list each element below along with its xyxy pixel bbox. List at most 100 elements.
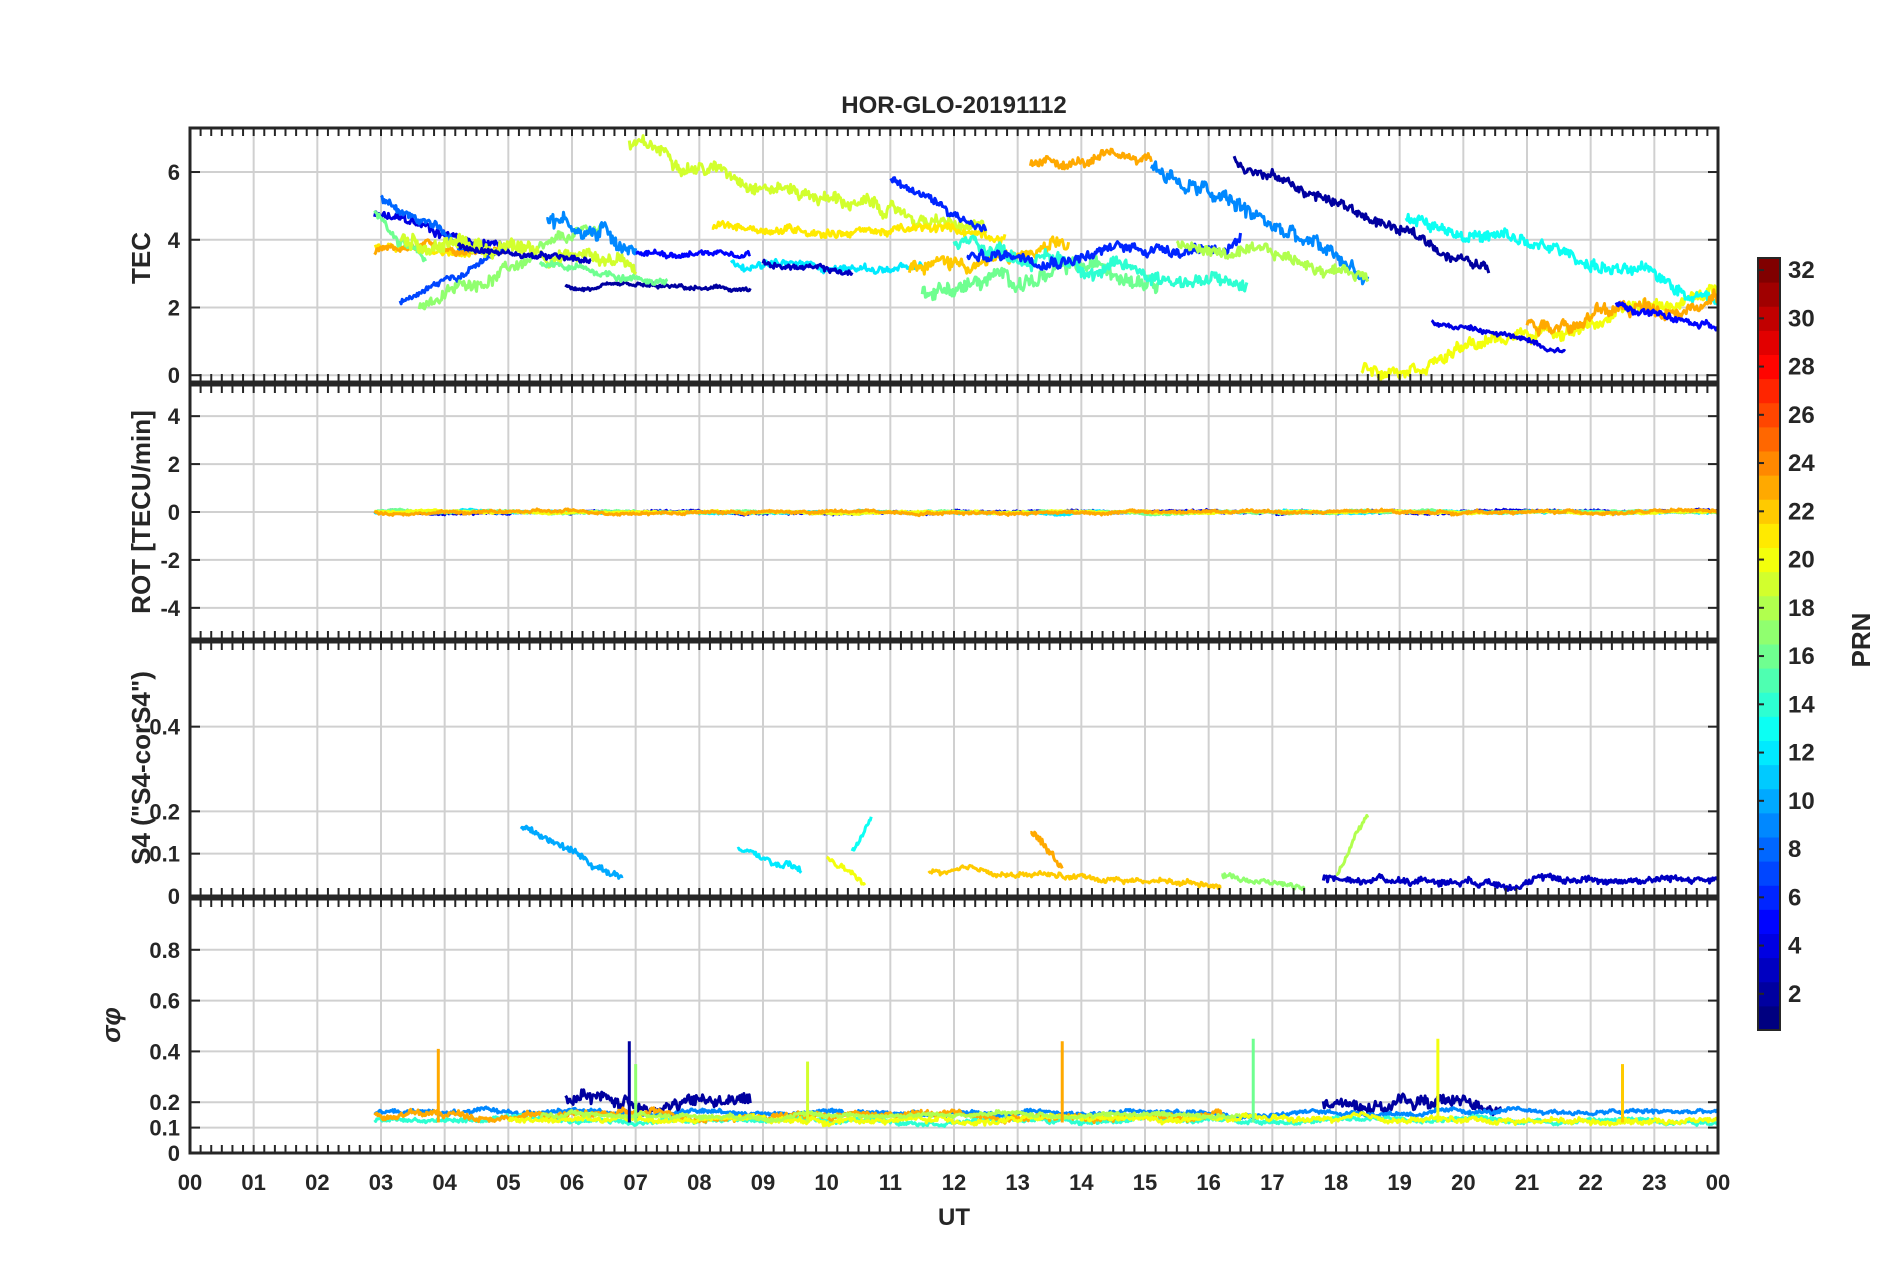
panel-frame — [188, 383, 1720, 641]
y-tick-label: 0.4 — [149, 1039, 180, 1064]
colorbar-tick-label: 4 — [1788, 933, 1802, 960]
colorbar-segment — [1758, 402, 1780, 428]
prn-track — [373, 1105, 1718, 1120]
colorbar-tick-label: 6 — [1788, 884, 1801, 911]
x-tick-label: 10 — [814, 1170, 838, 1195]
ylabel-s4: S4 ("S4-corS4") — [126, 671, 156, 865]
x-tick-label: 08 — [687, 1170, 711, 1195]
prn-track — [1335, 813, 1370, 876]
colorbar-label: PRN — [1846, 613, 1876, 668]
prn-track — [538, 260, 669, 286]
colorbar-tick-label: 20 — [1788, 547, 1815, 574]
x-tick-label: 17 — [1260, 1170, 1284, 1195]
panel-frame — [188, 897, 1720, 1155]
colorbar-segment — [1758, 909, 1780, 934]
x-tick-label: 18 — [1324, 1170, 1348, 1195]
x-tick-label: 02 — [305, 1170, 329, 1195]
colorbar-segment — [1758, 282, 1780, 307]
colorbar-segment — [1758, 933, 1780, 959]
panel-data — [373, 1038, 1718, 1128]
x-tick-label: 09 — [751, 1170, 775, 1195]
x-tick-label: 06 — [560, 1170, 584, 1195]
colorbar-segment — [1758, 885, 1780, 910]
colorbar-tick-label: 32 — [1788, 257, 1815, 284]
y-tick-label: 0 — [168, 884, 180, 909]
colorbar-segment — [1758, 644, 1780, 669]
colorbar-segment — [1758, 692, 1780, 717]
x-tick-label: 04 — [432, 1170, 457, 1195]
prn-track — [889, 176, 988, 233]
colorbar-segment — [1758, 330, 1780, 355]
colorbar-segment — [1758, 475, 1780, 500]
colorbar-segment — [1758, 837, 1780, 862]
x-tick-label: 14 — [1069, 1170, 1094, 1195]
colorbar-segment — [1758, 499, 1780, 524]
prn-track — [1149, 160, 1370, 286]
prn-track — [1614, 301, 1718, 332]
prn-track — [1430, 319, 1567, 354]
colorbar-tick-label: 28 — [1788, 354, 1815, 381]
x-tick-label: 16 — [1196, 1170, 1220, 1195]
prn-track — [373, 507, 1718, 518]
y-tick-label: 0 — [168, 1141, 180, 1166]
colorbar-segment — [1758, 788, 1780, 814]
prn-track — [1525, 288, 1718, 337]
y-tick-label: 0.2 — [149, 799, 180, 824]
prn-track — [1030, 830, 1064, 869]
y-tick-label: -2 — [160, 548, 180, 573]
x-tick-label: 21 — [1515, 1170, 1539, 1195]
colorbar-segment — [1758, 306, 1780, 331]
prn-track — [729, 257, 924, 275]
panel-frame — [188, 126, 1720, 384]
colorbar-segment — [1758, 668, 1780, 693]
prn-track — [927, 863, 1222, 890]
x-tick-label: 15 — [1133, 1170, 1157, 1195]
panel-sigma-phi: 00.10.2 0.4 0.6 0.8 — [149, 897, 1720, 1166]
y-tick-label: 0 — [168, 363, 180, 388]
prn-track — [564, 280, 752, 293]
x-tick-label: 00 — [178, 1170, 202, 1195]
colorbar-segment — [1758, 764, 1780, 790]
colorbar-segment — [1758, 378, 1780, 404]
panel-s4: 0 0.1 0.2 0.4 — [149, 640, 1720, 909]
prn-track — [627, 134, 988, 234]
colorbar-segment — [1758, 619, 1780, 645]
x-tick-label: 00 — [1706, 1170, 1730, 1195]
y-tick-label: 0.1 — [149, 1116, 180, 1141]
panel-data — [519, 813, 1718, 892]
prn-track — [920, 254, 1160, 302]
colorbar-tick-label: 18 — [1788, 595, 1815, 622]
x-axis: 00 01 02 03 04 05 06 07 08 09 10 11 12 13 14 15 16 17 18 19… — [178, 1170, 1730, 1195]
colorbar-segment — [1758, 571, 1780, 597]
colorbar-segment — [1758, 957, 1780, 983]
ylabel-sigma-phi: σφ — [96, 1007, 126, 1043]
panel-data — [373, 134, 1718, 382]
x-tick-label: 11 — [879, 1170, 902, 1195]
x-axis-label: UT — [938, 1204, 970, 1231]
x-tick-label: 13 — [1005, 1170, 1029, 1195]
prn-track — [417, 223, 606, 311]
prn-track — [1404, 212, 1718, 306]
colorbar-segment — [1758, 547, 1780, 573]
x-tick-label: 03 — [369, 1170, 393, 1195]
colorbar-tick-label: 22 — [1788, 498, 1815, 525]
prn-track — [1028, 147, 1153, 171]
colorbar-segment — [1758, 981, 1780, 1007]
prn-track — [456, 242, 592, 265]
prn-track — [373, 209, 427, 263]
prn-track — [1221, 872, 1306, 891]
colorbar-segment — [1758, 258, 1780, 283]
prn-track — [736, 846, 803, 874]
colorbar-segment — [1758, 451, 1780, 476]
ylabel-tec: TEC — [126, 232, 156, 284]
y-tick-label: 2 — [168, 295, 180, 320]
y-tick-label: 6 — [168, 160, 180, 185]
y-tick-label: 0.2 — [149, 1090, 180, 1115]
panel-rot: -4 -2 0 2 4 — [160, 383, 1720, 641]
prn-track — [1232, 155, 1491, 274]
colorbar-segment — [1758, 354, 1780, 380]
y-tick-label: -4 — [160, 596, 180, 621]
prn-track — [545, 210, 638, 256]
colorbar-tick-label: 2 — [1788, 981, 1801, 1008]
